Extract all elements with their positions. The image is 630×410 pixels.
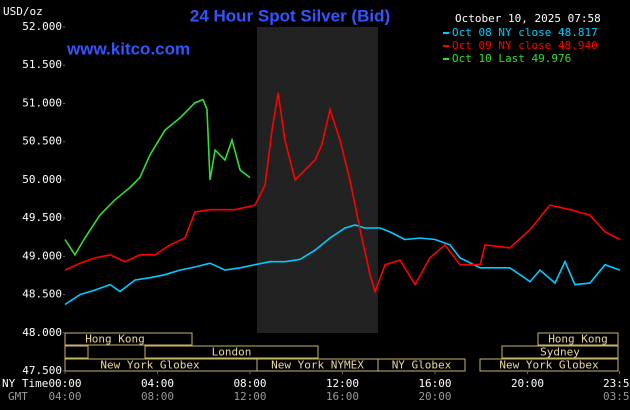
- y-tick-label: 49.500: [22, 211, 62, 224]
- x2-tick-label: 20:00: [418, 390, 451, 403]
- session-box: [64, 332, 193, 346]
- y-tick-label: 48.000: [22, 326, 62, 339]
- session-label: Hong Kong: [548, 333, 608, 346]
- session-box: [64, 345, 89, 359]
- session-label: London: [212, 346, 252, 359]
- y-label: USD/oz: [3, 5, 43, 18]
- x2-tick-label: 08:00: [141, 390, 174, 403]
- y-tick-label: 51.000: [22, 96, 62, 109]
- nymex-shade: [257, 27, 378, 333]
- session-box: [501, 345, 619, 359]
- x-tick-label: 00:00: [48, 377, 81, 390]
- site: www.kitco.com: [66, 39, 190, 58]
- session-label: Hong Kong: [85, 333, 145, 346]
- x2-tick-label: 04:00: [48, 390, 81, 403]
- x-tick-label: 04:00: [141, 377, 174, 390]
- session-label: New York Globex: [100, 359, 200, 372]
- series-line: [64, 92, 621, 294]
- legend-label: Oct 08 NY close 48.817: [452, 26, 598, 39]
- y-tick-label: 48.500: [22, 288, 62, 301]
- session-label: New York NYMEX: [271, 359, 364, 372]
- x2-tick-label: 03:59: [603, 390, 630, 403]
- legend-label: Oct 09 NY close 48.940: [452, 39, 598, 52]
- series-line: [64, 224, 621, 306]
- x-tick-label: 08:00: [233, 377, 266, 390]
- session-box: [377, 358, 466, 372]
- x-tick-label: 12:00: [326, 377, 359, 390]
- legend-label: Oct 10 Last 49.976: [452, 52, 571, 65]
- session-label: NY Globex: [392, 359, 452, 372]
- chart-title: 24 Hour Spot Silver (Bid): [190, 6, 390, 25]
- y-tick-label: 47.500: [22, 364, 62, 377]
- x2-label: GMT: [8, 390, 28, 403]
- session-label: New York Globex: [499, 359, 599, 372]
- y-tick-label: 51.500: [22, 58, 62, 71]
- session-box: [144, 345, 319, 359]
- x2-tick-label: 16:00: [326, 390, 359, 403]
- x-tick-label: 23:59: [603, 377, 630, 390]
- x-label: NY Time: [2, 377, 48, 390]
- series-line: [64, 98, 251, 257]
- session-box: [537, 332, 619, 346]
- y-tick-label: 50.500: [22, 135, 62, 148]
- session-box: [479, 358, 619, 372]
- y-tick-label: 52.000: [22, 20, 62, 33]
- x2-tick-label: 12:00: [233, 390, 266, 403]
- session-label: Sydney: [540, 346, 580, 359]
- x-tick-label: 16:00: [418, 377, 451, 390]
- y-tick-label: 49.000: [22, 249, 62, 262]
- timestamp: October 10, 2025 07:58: [455, 12, 601, 25]
- x-tick-label: 20:00: [511, 377, 544, 390]
- y-tick-label: 50.000: [22, 173, 62, 186]
